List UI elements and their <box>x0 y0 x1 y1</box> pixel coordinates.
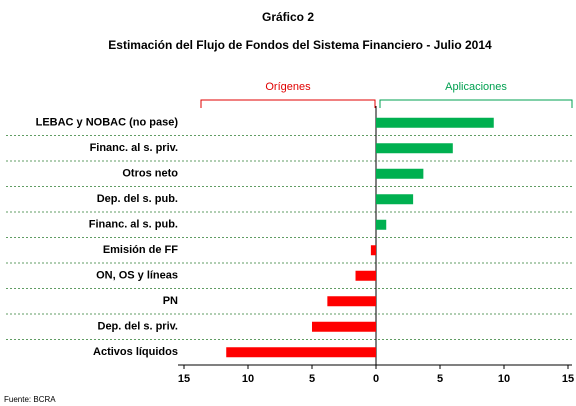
y-tick-label: Emisión de FF <box>103 244 178 256</box>
bar <box>376 117 494 128</box>
left-group-label: Orígenes <box>265 81 311 93</box>
bar <box>355 270 376 281</box>
bar <box>376 194 414 205</box>
x-tick-label: 5 <box>309 373 315 385</box>
right-group-label: Aplicaciones <box>445 81 507 93</box>
x-tick-label: 5 <box>437 373 443 385</box>
y-tick-label: ON, OS y líneas <box>96 270 178 282</box>
bar <box>226 347 376 358</box>
x-tick-label: 15 <box>562 373 574 385</box>
chart-subtitle: Estimación del Flujo de Fondos del Siste… <box>108 38 492 52</box>
bar <box>376 219 387 230</box>
chart-title: Gráfico 2 <box>262 10 314 24</box>
x-tick-label: 10 <box>242 373 254 385</box>
y-tick-label: Financ. al s. pub. <box>89 219 178 231</box>
bar <box>376 143 453 154</box>
bar <box>376 168 424 179</box>
right-bracket <box>379 99 573 108</box>
y-tick-label: Financ. al s. priv. <box>90 142 178 154</box>
y-tick-label: Dep. del s. priv. <box>98 321 179 333</box>
x-tick-label: 10 <box>498 373 510 385</box>
bar <box>312 321 376 332</box>
source: Fuente: BCRA <box>4 395 56 404</box>
y-tick-label: LEBAC y NOBAC (no pase) <box>36 117 179 129</box>
y-tick-label: PN <box>163 295 178 307</box>
bar <box>370 245 376 256</box>
y-tick-label: Dep. del s. pub. <box>97 193 178 205</box>
y-tick-label: Activos líquidos <box>93 346 178 358</box>
x-tick-label: 0 <box>373 373 379 385</box>
y-tick-label: Otros neto <box>122 168 178 180</box>
x-tick-label: 15 <box>178 373 190 385</box>
bar <box>327 296 376 307</box>
left-bracket <box>200 99 376 108</box>
